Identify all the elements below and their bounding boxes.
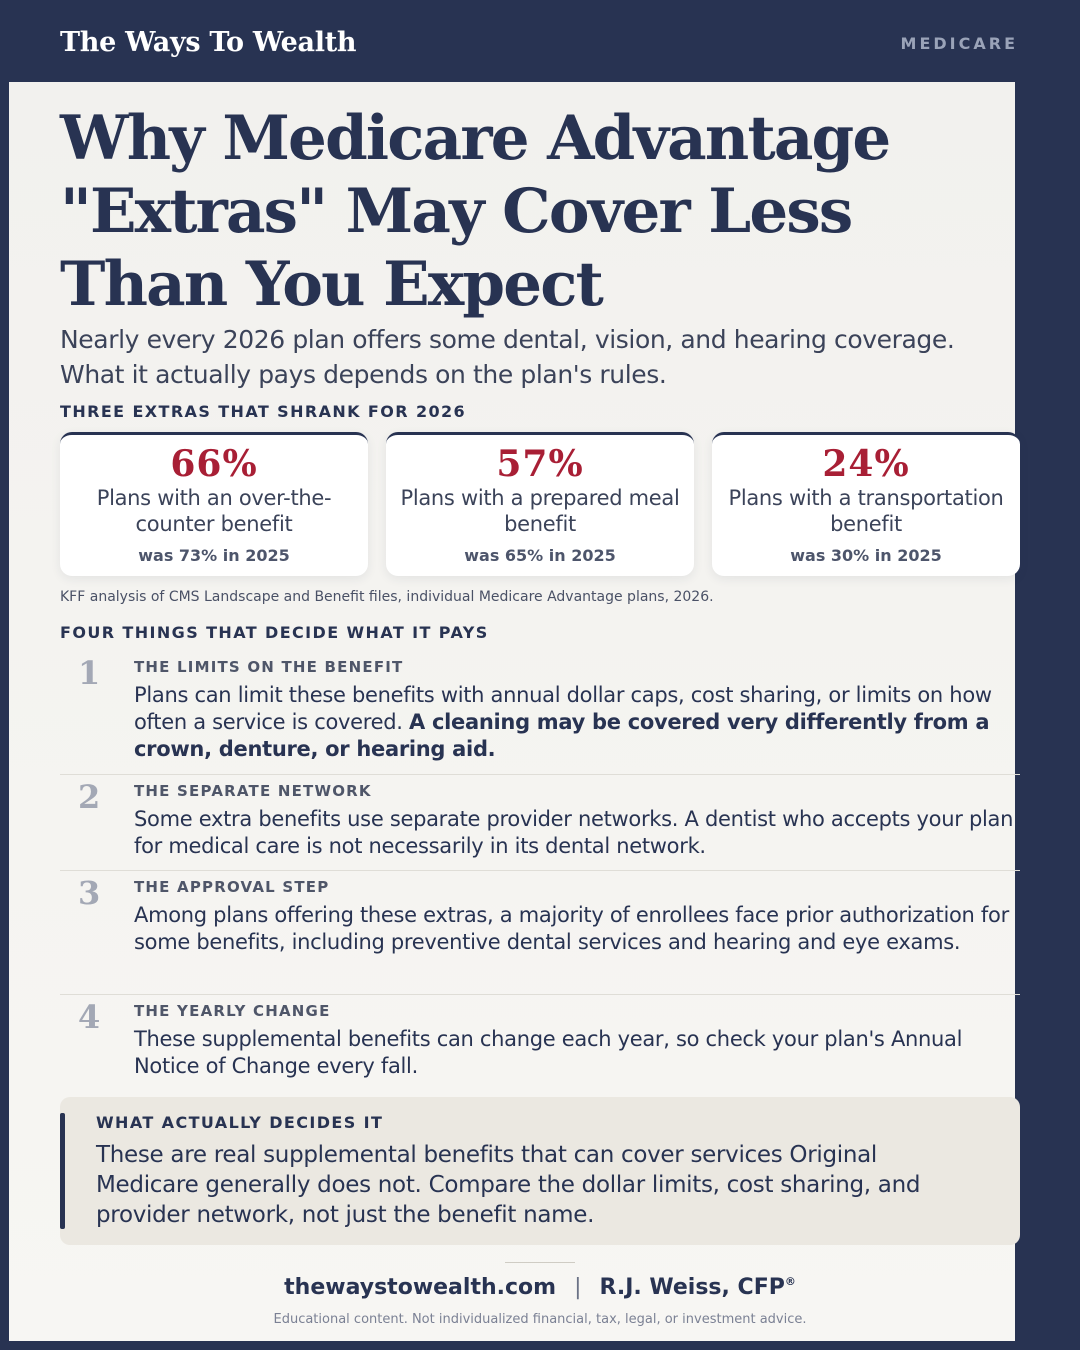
step-body: These supplemental benefits can change e… xyxy=(134,1027,963,1078)
step-number: 1 xyxy=(78,654,101,692)
step-body: Some extra benefits use separate provide… xyxy=(134,807,1014,858)
divider xyxy=(60,870,1020,871)
step-number: 2 xyxy=(78,778,101,816)
step-title: THE YEARLY CHANGE xyxy=(134,1002,331,1020)
divider xyxy=(60,774,1020,775)
step-body-emphasis: A cleaning may be covered very different… xyxy=(134,710,990,761)
callout-accent-bar xyxy=(60,1113,65,1229)
stat-card-transportation: 24% Plans with a transportation benefit … xyxy=(712,432,1020,576)
divider xyxy=(60,994,1020,995)
footer-separator: | xyxy=(574,1275,582,1300)
source-note: KFF analysis of CMS Landscape and Benefi… xyxy=(60,589,714,605)
steps-section-label: FOUR THINGS THAT DECIDE WHAT IT PAYS xyxy=(60,623,489,642)
disclaimer: Educational content. Not individualized … xyxy=(273,1312,807,1327)
stat-label: Plans with a prepared meal benefit xyxy=(400,486,680,536)
footer-credits: thewaystowealth.com | R.J. Weiss, CFP® xyxy=(60,1275,1020,1300)
step-title: THE LIMITS ON THE BENEFIT xyxy=(134,658,404,676)
stat-value: 66% xyxy=(170,443,258,485)
stats-section-label: THREE EXTRAS THAT SHRANK FOR 2026 xyxy=(60,402,467,421)
page-title: Why Medicare Advantage "Extras" May Cove… xyxy=(60,103,891,320)
content-panel: Why Medicare Advantage "Extras" May Cove… xyxy=(9,82,1020,1341)
author-name: R.J. Weiss, CFP xyxy=(599,1275,785,1300)
step-body: Plans can limit these benefits with annu… xyxy=(134,682,1020,763)
website-link[interactable]: thewaystowealth.com xyxy=(284,1275,557,1300)
stat-value: 24% xyxy=(822,443,910,485)
step-number: 4 xyxy=(78,998,101,1036)
stats-row: 66% Plans with an over-the-counter benef… xyxy=(60,432,1020,577)
callout-title: WHAT ACTUALLY DECIDES IT xyxy=(96,1113,384,1132)
step-body: Among plans offering these extras, a maj… xyxy=(134,903,1009,954)
callout-box: WHAT ACTUALLY DECIDES IT These are real … xyxy=(60,1097,1020,1245)
stat-prior-year: was 65% in 2025 xyxy=(464,546,616,565)
step-body-text: Plans can limit these benefits with annu… xyxy=(134,683,992,734)
stat-prior-year: was 30% in 2025 xyxy=(790,546,942,565)
page-subtitle: Nearly every 2026 plan offers some denta… xyxy=(60,325,955,389)
step-title: THE APPROVAL STEP xyxy=(134,878,330,896)
category-tag: MEDICARE xyxy=(900,34,1018,53)
stat-card-meal: 57% Plans with a prepared meal benefit w… xyxy=(386,432,694,576)
stat-card-otc: 66% Plans with an over-the-counter benef… xyxy=(60,432,368,576)
step-title: THE SEPARATE NETWORK xyxy=(134,782,372,800)
stat-prior-year: was 73% in 2025 xyxy=(138,546,290,565)
stat-label: Plans with an over-the-counter benefit xyxy=(96,486,332,536)
footer-divider xyxy=(505,1262,575,1263)
stat-label: Plans with a transportation benefit xyxy=(728,486,1004,536)
registered-mark: ® xyxy=(784,1275,796,1288)
step-number: 3 xyxy=(78,874,101,912)
stat-value: 57% xyxy=(496,443,584,485)
header-bar: The Ways To Wealth MEDICARE xyxy=(0,0,1080,82)
callout-body: These are real supplemental benefits tha… xyxy=(96,1142,921,1228)
brand-name: The Ways To Wealth xyxy=(60,27,357,58)
